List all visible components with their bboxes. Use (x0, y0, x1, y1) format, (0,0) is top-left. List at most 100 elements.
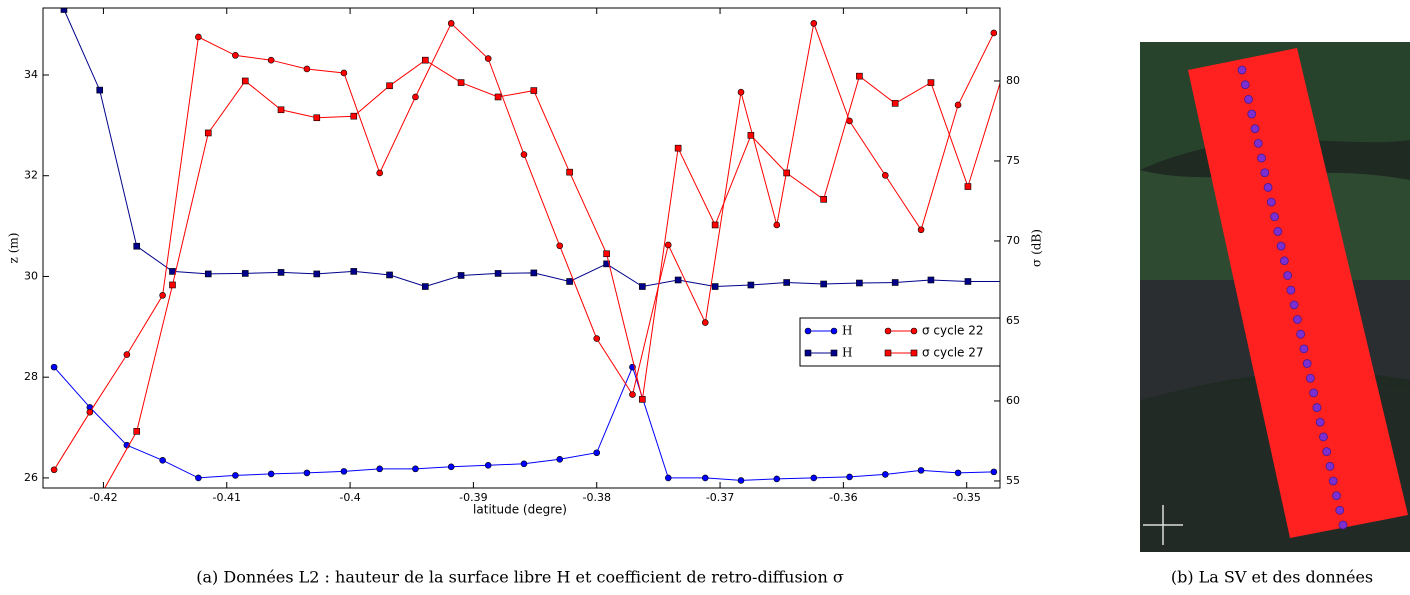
track-point (1332, 491, 1341, 501)
legend-marker (804, 349, 812, 357)
track-point (1292, 315, 1302, 324)
point (376, 169, 383, 177)
point (954, 101, 962, 109)
x-tick-label: -0.41 (213, 491, 241, 504)
y-tick-label: 28 (24, 370, 38, 383)
legend-frame (799, 317, 1001, 367)
point (133, 428, 141, 435)
y2-tick-label: 55 (1006, 474, 1020, 487)
point (737, 88, 745, 96)
y2-tick-label: 75 (1006, 154, 1020, 167)
point (566, 278, 573, 285)
point (701, 474, 709, 482)
point (882, 471, 889, 478)
y2-tick-label: 60 (1006, 394, 1020, 407)
track-point (1325, 461, 1335, 471)
point (484, 55, 492, 62)
track-point (1309, 388, 1319, 398)
point (593, 449, 601, 457)
point (639, 283, 646, 290)
point (267, 56, 275, 64)
point (990, 29, 998, 37)
legend-marker (830, 349, 838, 357)
track-point (1315, 417, 1325, 427)
series-layer (50, 8, 1000, 540)
track-point (1335, 505, 1345, 515)
point (711, 221, 719, 229)
point (340, 69, 348, 77)
point (566, 168, 573, 176)
legend-marker (910, 349, 918, 357)
legend: HHσ cycle 22 σ cycle 27 (799, 317, 1001, 367)
point (195, 474, 202, 482)
series-line (104, 59, 1000, 488)
point (664, 241, 672, 249)
legend-marker (884, 349, 892, 357)
point (376, 465, 383, 473)
point (50, 363, 58, 371)
point (891, 279, 899, 286)
track-point (1306, 373, 1315, 383)
x-tick-label: -0.39 (459, 491, 487, 504)
point (340, 468, 348, 475)
point (50, 466, 58, 474)
track-point (1273, 227, 1283, 236)
track-point (1257, 153, 1266, 163)
point (61, 534, 67, 540)
point (277, 106, 285, 114)
point (412, 465, 419, 473)
point (520, 460, 528, 468)
point (386, 82, 393, 90)
point (820, 196, 827, 203)
point (747, 281, 755, 289)
plot-frame (42, 7, 1001, 489)
point (422, 56, 429, 64)
y2-tick-label: 65 (1006, 314, 1020, 327)
caption: (a) Données L2 : hauteur de la surface l… (196, 568, 844, 587)
point (313, 270, 321, 278)
point (783, 169, 790, 177)
point (494, 270, 502, 277)
point (96, 86, 104, 94)
point (810, 474, 818, 482)
track-point (1263, 183, 1273, 192)
y2-tick-label: 80 (1006, 74, 1020, 87)
track-point (1276, 241, 1286, 251)
y-tick-label: 30 (24, 269, 38, 282)
track-point (1244, 94, 1253, 104)
series-line (53, 21, 995, 471)
point (737, 477, 745, 484)
point (277, 269, 285, 276)
point (846, 473, 853, 481)
point (773, 475, 781, 483)
point (674, 144, 682, 152)
point (169, 268, 176, 275)
track-point (1270, 212, 1279, 222)
y-tick-label: 34 (24, 68, 38, 81)
track-point (1322, 447, 1332, 457)
point (556, 242, 564, 250)
track-point (1237, 65, 1247, 75)
legend-marker (830, 327, 838, 335)
track-point (1328, 476, 1338, 486)
track-point (1302, 359, 1312, 368)
x-tick-label: -0.38 (582, 491, 610, 504)
point (204, 129, 212, 137)
point (556, 455, 564, 463)
track-point (1260, 168, 1270, 178)
point (891, 100, 899, 107)
x-axis-label: latitude (degre) (473, 503, 567, 517)
point (457, 79, 465, 86)
point (241, 270, 249, 277)
compass (1143, 505, 1183, 545)
y2-tick-label: 70 (1006, 234, 1020, 247)
point (195, 33, 202, 41)
point (701, 319, 709, 326)
point (350, 268, 358, 275)
plot: -0.42 -0.41 -0.4 -0.39 -0.38 -0.37 -0.36 -0.35 2… (24, 8, 1020, 540)
image-caption: (b) La SV et des données (1171, 568, 1373, 587)
point (159, 292, 166, 299)
legend-marker (910, 327, 918, 335)
track-point (1338, 520, 1348, 530)
